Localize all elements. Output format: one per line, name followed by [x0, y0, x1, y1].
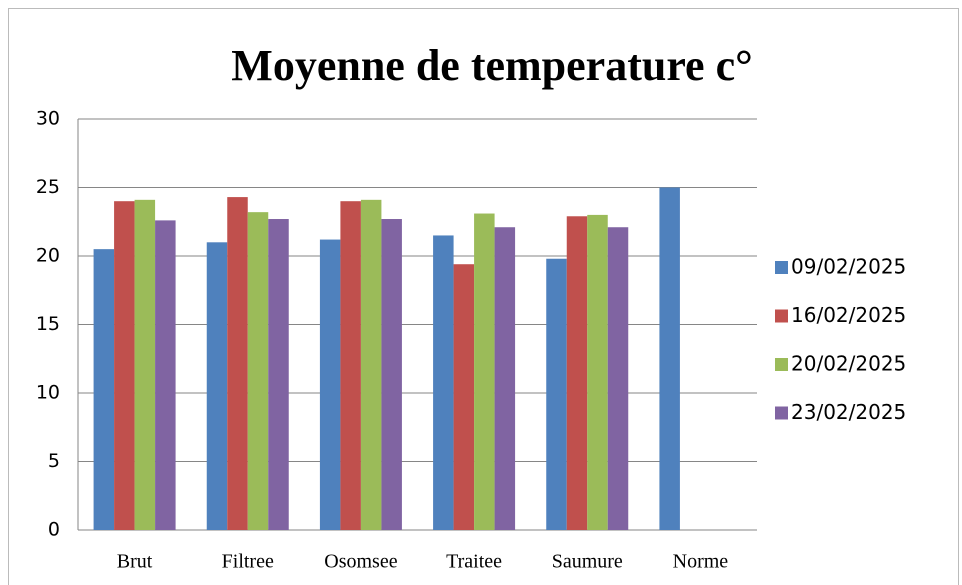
bar	[360, 199, 382, 530]
bar	[494, 227, 516, 531]
bar	[566, 216, 588, 530]
bar	[474, 213, 495, 530]
bar	[155, 220, 176, 530]
y-tick-label: 30	[36, 108, 60, 130]
legend-swatch	[775, 406, 788, 420]
bar	[268, 219, 289, 530]
x-tick-label: Osomsee	[324, 551, 397, 573]
y-tick-label: 0	[48, 519, 60, 541]
legend-swatch	[775, 358, 788, 371]
legend-swatch	[775, 309, 788, 323]
bar	[546, 258, 567, 530]
bar	[227, 197, 248, 530]
y-tick-label: 10	[36, 382, 60, 404]
bar	[134, 199, 156, 530]
bar	[381, 219, 402, 530]
bar	[93, 249, 115, 530]
bar	[587, 214, 608, 530]
x-tick-label: Filtree	[222, 551, 274, 573]
legend-label: 09/02/2025	[791, 255, 906, 279]
bar	[206, 242, 228, 531]
y-tick-label: 25	[36, 176, 60, 198]
legend-label: 23/02/2025	[791, 400, 906, 424]
x-tick-label: Saumure	[552, 551, 623, 573]
bar	[433, 235, 454, 530]
legend-label: 16/02/2025	[791, 303, 906, 327]
bar	[319, 239, 341, 530]
y-tick-label: 5	[48, 450, 60, 472]
chart-title: Moyenne de temperature c°	[231, 41, 752, 90]
bar	[659, 187, 680, 530]
bar	[453, 264, 475, 530]
x-tick-label: Traitee	[446, 551, 502, 573]
legend-label: 20/02/2025	[791, 352, 906, 376]
bar	[607, 227, 629, 531]
y-tick-label: 15	[36, 313, 60, 335]
bar	[114, 201, 135, 530]
bar	[247, 212, 269, 530]
chart-border	[8, 8, 959, 585]
x-tick-label: Norme	[673, 551, 729, 573]
legend-swatch	[775, 261, 788, 274]
y-tick-label: 20	[36, 245, 60, 267]
x-tick-label: Brut	[117, 551, 153, 573]
bar	[340, 201, 361, 530]
